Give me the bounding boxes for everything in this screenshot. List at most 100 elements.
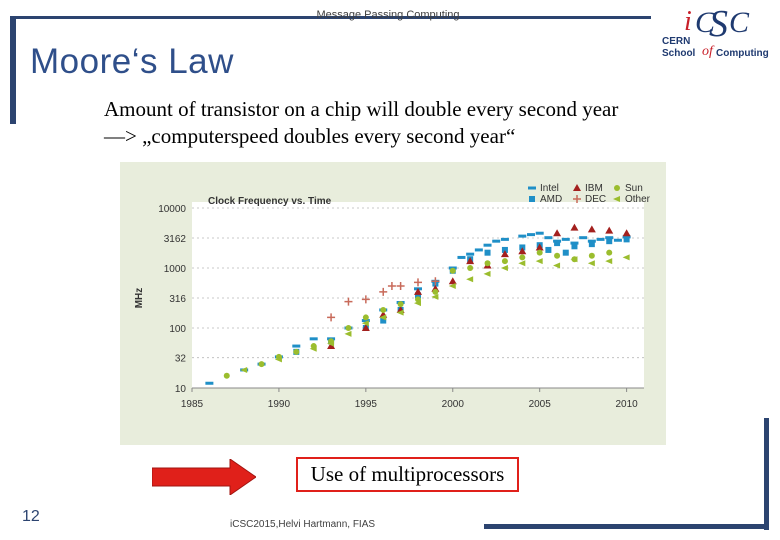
data-point-intel — [361, 319, 370, 323]
logo-letter-c1: C — [695, 6, 716, 39]
x-tick-label: 2010 — [615, 399, 638, 410]
data-point-sun — [397, 301, 404, 308]
data-point-intel — [613, 238, 622, 242]
data-point-sun — [588, 252, 595, 259]
slide-title: Moore‘s Law — [30, 42, 234, 81]
data-point-sun — [345, 325, 352, 331]
data-point-ibm — [414, 287, 422, 295]
data-point-intel — [483, 243, 492, 247]
data-point-other — [240, 366, 248, 373]
data-point-ibm — [327, 342, 336, 350]
data-point-intel — [570, 241, 579, 245]
legend-label-other: Other — [625, 194, 651, 205]
legend-label-sun: Sun — [625, 183, 643, 194]
data-point-intel — [457, 255, 466, 259]
data-point-intel — [466, 252, 475, 256]
data-point-intel — [518, 234, 527, 238]
data-point-other — [587, 260, 595, 267]
data-point-other — [622, 254, 630, 261]
legend-label-amd: AMD — [540, 194, 562, 205]
y-tick-label: 316 — [169, 294, 186, 305]
data-point-amd — [606, 238, 613, 245]
data-point-other — [500, 265, 508, 271]
legend-label-intel: Intel — [540, 183, 559, 194]
logo-letter-s: S — [709, 3, 728, 45]
data-point-other — [448, 283, 456, 290]
y-tick-label: 10000 — [158, 204, 186, 215]
data-point-intel — [535, 231, 544, 235]
y-tick-label: 10 — [175, 384, 187, 395]
data-point-other — [327, 340, 335, 347]
data-point-other — [466, 276, 474, 283]
data-point-sun — [484, 260, 491, 267]
data-point-intel — [205, 381, 214, 385]
data-point-sun — [606, 249, 613, 256]
data-point-intel — [596, 237, 605, 241]
data-point-dec — [396, 282, 405, 291]
page-number: 12 — [22, 508, 40, 525]
callout-multiprocessors: Use of multiprocessors — [296, 457, 519, 492]
legend-marker-ibm — [573, 184, 581, 191]
data-point-sun — [449, 267, 456, 274]
data-point-other — [553, 262, 561, 269]
y-tick-label: 100 — [169, 324, 186, 335]
logo-computing: Computing — [716, 48, 769, 59]
data-point-other — [535, 258, 543, 265]
data-point-ibm — [587, 225, 596, 233]
data-point-dec — [387, 282, 396, 291]
x-tick-label: 1995 — [355, 399, 378, 410]
data-point-sun — [536, 249, 543, 256]
data-point-dec — [379, 287, 388, 296]
chart-title: Clock Frequency vs. Time — [208, 196, 332, 207]
data-point-ibm — [622, 229, 631, 237]
data-point-amd — [562, 249, 569, 256]
data-point-ibm — [361, 324, 370, 331]
data-point-ibm — [466, 257, 475, 265]
x-tick-label: 1990 — [268, 399, 291, 410]
data-point-other — [309, 345, 317, 352]
data-point-other — [414, 300, 421, 307]
data-point-amd — [623, 236, 630, 243]
y-tick-label: 3162 — [164, 234, 187, 245]
x-tick-label: 2005 — [529, 399, 552, 410]
data-point-amd — [415, 292, 421, 299]
data-point-sun — [362, 314, 369, 321]
data-point-other — [483, 270, 491, 277]
data-point-dec — [344, 297, 353, 306]
data-point-sun — [501, 258, 508, 265]
data-point-amd — [380, 317, 387, 324]
data-point-intel — [474, 248, 483, 252]
data-point-other — [570, 256, 578, 263]
data-point-ibm — [535, 243, 544, 251]
data-point-intel — [309, 337, 318, 341]
data-point-sun — [432, 288, 439, 295]
legend-label-dec: DEC — [585, 194, 606, 205]
clock-frequency-chart: 10 32 100 316 1000 3162 10000 1985 1990 1995 2000 2… — [120, 162, 666, 445]
data-point-amd — [545, 246, 552, 253]
frame-left-bar — [10, 16, 16, 124]
frame-top-line — [16, 16, 651, 19]
data-point-other — [605, 258, 613, 265]
data-point-sun — [293, 348, 300, 355]
data-point-intel — [579, 236, 588, 240]
logo-school: School — [662, 48, 696, 59]
right-arrow-icon — [152, 459, 256, 495]
data-point-intel — [605, 236, 614, 240]
header-text: Message Passing Computing — [316, 9, 460, 21]
data-point-sun — [519, 254, 526, 261]
data-point-intel — [292, 344, 301, 348]
footer-text: iCSC2015,Helvi Hartmann, FIAS — [230, 519, 376, 530]
legend-marker-intel — [528, 186, 536, 190]
data-point-sun — [380, 306, 387, 313]
data-point-sun — [554, 252, 561, 259]
data-point-sun — [467, 265, 474, 271]
data-point-intel — [500, 237, 509, 241]
data-point-dec — [431, 277, 440, 286]
data-point-other — [396, 309, 404, 316]
data-point-intel — [544, 236, 553, 240]
body-line-2: —> „computerspeed doubles every second y… — [104, 124, 516, 148]
frame-right-bar — [764, 418, 769, 530]
data-point-ibm — [518, 247, 527, 255]
data-point-sun — [223, 372, 230, 379]
data-point-other — [274, 356, 282, 363]
